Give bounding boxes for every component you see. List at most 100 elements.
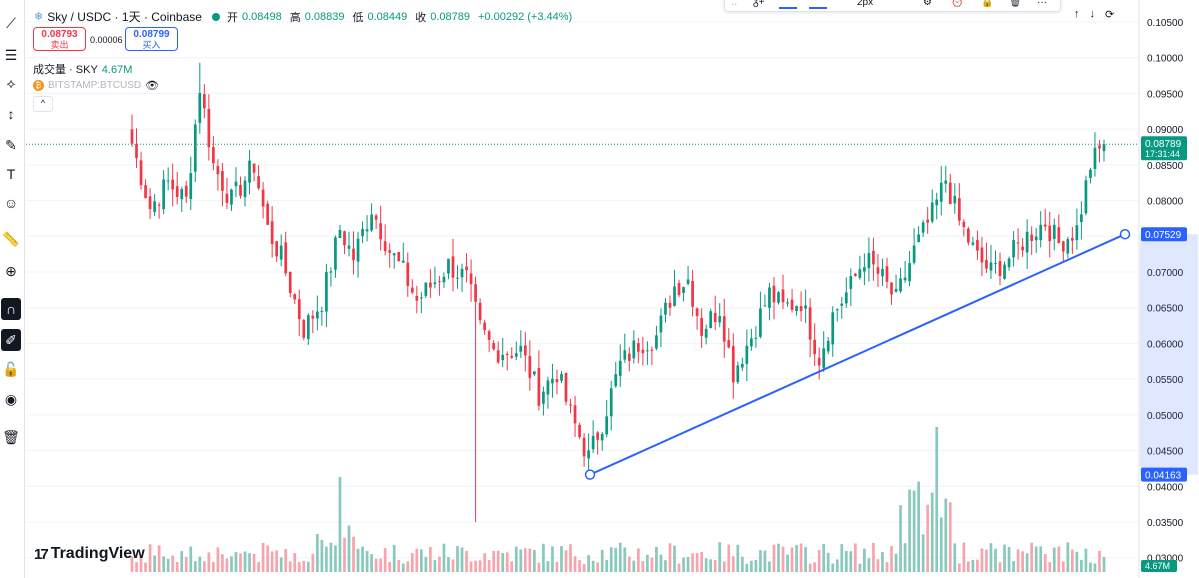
candle-body bbox=[953, 195, 957, 204]
volume-bar bbox=[456, 546, 459, 572]
delete-drawing-icon[interactable]: 🗑 bbox=[1009, 0, 1022, 8]
compare-symbol[interactable]: ₿ BITSTAMP:BTCUSD 👁 bbox=[33, 79, 159, 92]
lock-draw-icon[interactable]: ✐ bbox=[1, 329, 21, 351]
candle-body bbox=[487, 331, 491, 340]
market-open-icon bbox=[211, 12, 220, 21]
volume-bar bbox=[944, 498, 948, 572]
sell-button[interactable]: 0.08793 卖出 bbox=[33, 27, 86, 51]
more-icon[interactable]: ··· bbox=[1037, 0, 1047, 8]
text-color-button[interactable] bbox=[809, 0, 827, 9]
candle-body bbox=[844, 292, 848, 304]
candle-body bbox=[777, 292, 780, 303]
candle-body bbox=[297, 299, 301, 320]
ruler-icon[interactable]: 📏 bbox=[2, 230, 20, 247]
volume-axis-label: 4.67M bbox=[1141, 560, 1177, 572]
volume-bar bbox=[614, 547, 618, 572]
forecast-icon[interactable]: ↕ bbox=[7, 106, 15, 122]
zoom-icon[interactable]: ⊕ bbox=[5, 262, 17, 279]
candle-body bbox=[998, 260, 1002, 277]
lock-drawing-icon[interactable]: 🔒 bbox=[981, 0, 994, 8]
volume-bar bbox=[202, 561, 206, 572]
drawing-toolbar: ⟋ ☰ ⟡ ↕ ✎ T ☺ 📏 ⊕ ∩ ✐ 🔓 ◉ 🗑 bbox=[0, 0, 25, 578]
candle-body bbox=[153, 201, 156, 212]
volume-bar bbox=[306, 561, 310, 572]
hide-eye-icon[interactable]: 👁 bbox=[145, 80, 160, 92]
volume-bar bbox=[926, 504, 930, 572]
volume-bar bbox=[388, 561, 392, 572]
volume-bar bbox=[781, 546, 785, 572]
brush-icon[interactable]: ✎ bbox=[5, 136, 17, 153]
volume-bar bbox=[410, 553, 414, 572]
candle-body bbox=[894, 288, 898, 292]
volume-bar bbox=[840, 544, 844, 572]
settings-icon[interactable]: ⚙ bbox=[923, 0, 932, 8]
buy-button[interactable]: 0.08799 买入 bbox=[125, 27, 178, 51]
line-width-button[interactable]: 2px bbox=[857, 0, 874, 8]
arrow-up-icon[interactable]: ↑ bbox=[1074, 8, 1080, 20]
volume-bar bbox=[641, 561, 645, 572]
candle-body bbox=[1075, 225, 1079, 241]
template-icon[interactable]: ᵹ+ bbox=[753, 0, 765, 8]
price-tick: 0.03500 bbox=[1147, 518, 1184, 529]
volume-bar bbox=[867, 558, 871, 572]
candle-body bbox=[243, 180, 247, 198]
spread-value: 0.00006 bbox=[90, 35, 123, 45]
trend-line-icon[interactable]: ⟋ bbox=[6, 14, 16, 31]
candle-body bbox=[682, 287, 685, 294]
candle-body bbox=[451, 256, 455, 278]
candle-body bbox=[505, 354, 509, 356]
line-color-button[interactable] bbox=[779, 0, 797, 9]
collapse-legend-button[interactable]: ^ bbox=[33, 96, 53, 112]
symbol-icon: ❄ bbox=[34, 11, 44, 23]
volume-bar bbox=[822, 544, 826, 572]
candle-body bbox=[293, 294, 297, 300]
lock-icon[interactable]: 🔓 bbox=[2, 360, 20, 377]
volume-bar bbox=[627, 556, 631, 572]
volume-legend[interactable]: 成交量 · SKY 4.67M bbox=[33, 61, 132, 77]
candle-body bbox=[826, 340, 830, 352]
volume-bar bbox=[519, 549, 523, 572]
volume-bar bbox=[248, 553, 251, 572]
volume-bar bbox=[166, 558, 170, 572]
volume-bar bbox=[153, 555, 156, 572]
volume-bar bbox=[162, 556, 166, 572]
pattern-icon[interactable]: ⟡ bbox=[6, 74, 16, 91]
trash-icon[interactable]: 🗑 bbox=[2, 428, 20, 445]
candle-body bbox=[261, 189, 265, 207]
candle-body bbox=[835, 309, 839, 311]
volume-bar bbox=[225, 558, 229, 572]
volume-axis-text: 4.67M bbox=[1145, 561, 1170, 571]
volume-bar bbox=[175, 562, 179, 572]
volume-bar bbox=[1012, 561, 1015, 572]
volume-bar bbox=[957, 563, 961, 572]
alert-add-icon[interactable]: ⏰ bbox=[951, 0, 964, 8]
candle-body bbox=[501, 354, 505, 361]
eye-icon[interactable]: ◉ bbox=[4, 390, 18, 407]
price-tick: 0.04000 bbox=[1147, 482, 1184, 493]
arrow-down-icon[interactable]: ↓ bbox=[1089, 8, 1096, 20]
volume-bar bbox=[560, 546, 563, 572]
symbol-title[interactable]: Sky / USDC · 1天 · Coinbase bbox=[47, 10, 202, 24]
candle-body bbox=[614, 374, 618, 387]
volume-bar bbox=[650, 557, 654, 572]
volume-bar bbox=[646, 554, 649, 572]
candle-body bbox=[623, 350, 627, 360]
candle-body bbox=[234, 181, 238, 187]
drag-handle-icon[interactable]: ⁚⁚ bbox=[731, 0, 738, 8]
volume-bar bbox=[320, 539, 324, 572]
volume-bar bbox=[316, 533, 319, 572]
fib-icon[interactable]: ☰ bbox=[4, 46, 18, 63]
text-icon[interactable]: T bbox=[6, 166, 16, 182]
emoji-icon[interactable]: ☺ bbox=[3, 195, 19, 211]
candle-body bbox=[184, 185, 188, 197]
magnet-icon[interactable]: ∩ bbox=[1, 298, 21, 320]
volume-bar bbox=[478, 560, 482, 572]
volume-bar bbox=[379, 558, 383, 572]
axis-range-highlight bbox=[1140, 234, 1198, 475]
candle-body bbox=[863, 267, 866, 272]
volume-bar bbox=[564, 550, 568, 572]
volume-bar bbox=[433, 560, 437, 572]
volume-bar bbox=[989, 543, 993, 572]
restore-icon[interactable]: ⟳ bbox=[1105, 9, 1115, 21]
